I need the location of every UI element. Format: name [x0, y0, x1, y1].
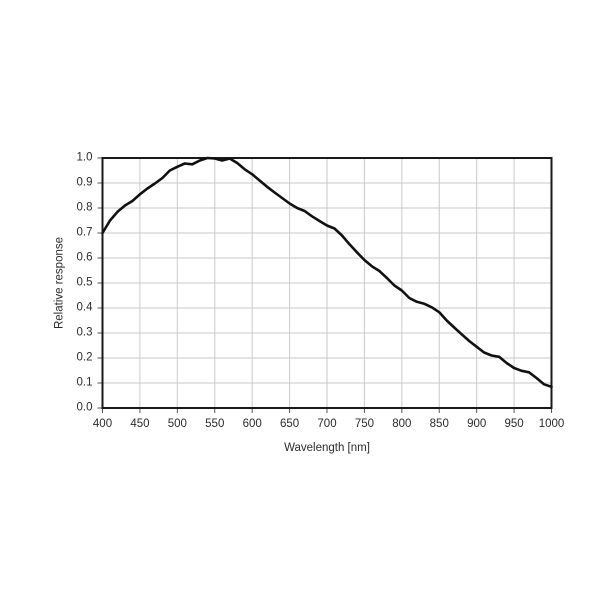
x-tick-label: 800: [392, 418, 412, 430]
x-tick-label: 550: [205, 418, 225, 430]
y-tick-label: 0.1: [76, 376, 93, 389]
plot-frame: [101, 157, 553, 409]
x-tick-label: 450: [130, 418, 150, 430]
y-tick-label: 0.5: [76, 276, 93, 289]
x-tick-label: 950: [504, 418, 524, 430]
y-tick-label: 0.2: [76, 351, 93, 364]
y-tick-label: 0.3: [76, 326, 93, 339]
y-tick-label: 0.4: [76, 301, 93, 314]
x-tick-label: 500: [167, 418, 187, 430]
x-axis-title: Wavelength [nm]: [284, 442, 370, 454]
y-tick-label: 1.0: [76, 151, 93, 164]
x-tick-label: 700: [317, 418, 337, 430]
y-tick-label: 0.7: [76, 226, 93, 239]
response-curve: [101, 156, 553, 389]
x-tick-label: 400: [92, 418, 113, 430]
y-tick-label: 0.0: [76, 401, 93, 414]
x-tick-label: 900: [467, 418, 487, 430]
y-tick-label: 0.8: [76, 201, 93, 214]
x-tick-label: 750: [354, 418, 374, 430]
x-tick-label: 850: [429, 418, 449, 430]
x-tick-label: 600: [242, 418, 262, 430]
x-tick-label: 650: [279, 418, 300, 430]
x-tick-label: 1000: [538, 418, 565, 430]
y-tick-label: 0.6: [76, 251, 93, 264]
y-tick-label: 0.9: [76, 176, 93, 189]
